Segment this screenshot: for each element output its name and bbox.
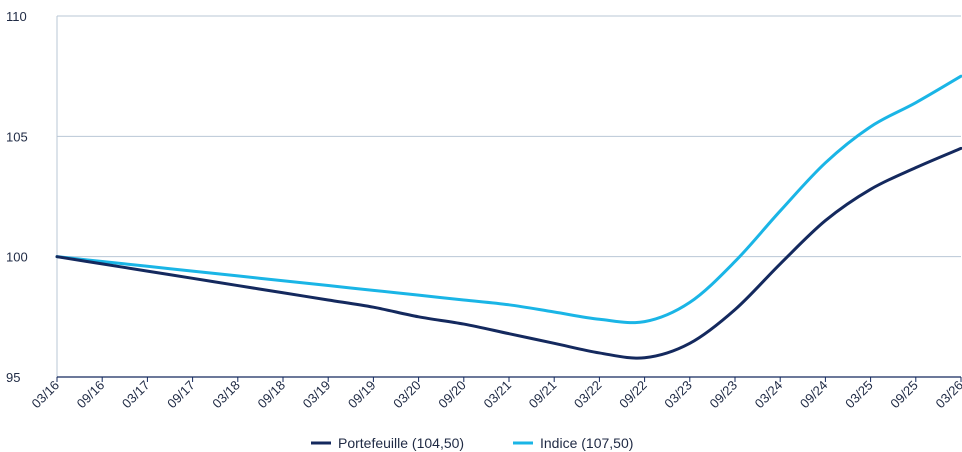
x-tick-label: 03/23 xyxy=(661,378,695,412)
x-tick-label: 03/17 xyxy=(119,378,153,412)
legend-label: Portefeuille (104,50) xyxy=(338,435,464,451)
x-tick-label: 09/20 xyxy=(435,378,469,412)
x-tick-label: 03/25 xyxy=(842,378,876,412)
series-lines xyxy=(55,74,962,360)
x-tick-label: 03/22 xyxy=(571,378,605,412)
x-tick-label: 03/16 xyxy=(29,378,63,412)
grid-lines xyxy=(56,15,961,377)
x-tick-label: 03/24 xyxy=(752,378,786,412)
x-tick-label: 09/18 xyxy=(255,378,289,412)
x-tick-label: 09/22 xyxy=(616,378,650,412)
y-tick-label: 95 xyxy=(6,370,20,385)
legend-label: Indice (107,50) xyxy=(540,435,633,451)
x-tick-label: 09/21 xyxy=(526,378,560,412)
x-axis: 03/16 09/16 03/17 09/17 03/18 09/18 03/19 09/19… xyxy=(29,376,962,412)
x-tick-label: 03/26 xyxy=(933,378,962,412)
x-tick-label: 09/16 xyxy=(74,378,108,412)
x-tick-label: 09/19 xyxy=(345,378,379,412)
x-tick-label: 09/17 xyxy=(164,378,198,412)
y-tick-label: 105 xyxy=(6,129,28,144)
x-tick-label: 03/21 xyxy=(481,378,515,412)
y-axis: 95 100 105 110 xyxy=(6,9,28,385)
x-tick-label: 09/23 xyxy=(707,378,741,412)
legend: Portefeuille (104,50) Indice (107,50) xyxy=(311,435,633,451)
y-tick-label: 100 xyxy=(6,250,28,265)
y-tick-label: 110 xyxy=(6,9,27,24)
x-tick-label: 03/20 xyxy=(390,378,424,412)
x-tick-label: 03/18 xyxy=(209,378,243,412)
x-tick-label: 09/25 xyxy=(887,378,921,412)
series-line xyxy=(55,74,962,325)
series-line xyxy=(55,146,962,360)
x-tick-label: 09/24 xyxy=(797,378,831,412)
x-tick-label: 03/19 xyxy=(300,378,334,412)
